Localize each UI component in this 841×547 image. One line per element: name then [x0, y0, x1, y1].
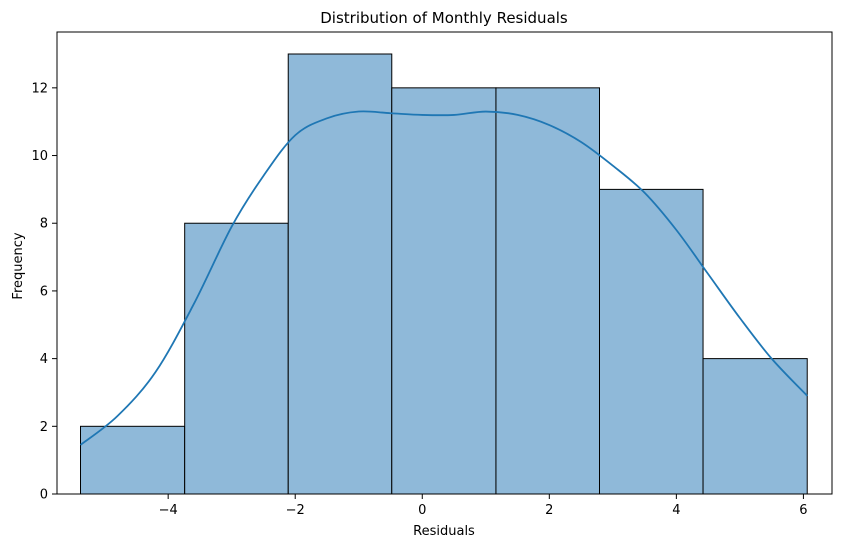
x-tick-label: −4 [159, 503, 178, 518]
histogram-bar [80, 425, 186, 495]
y-tick-label: 2 [40, 420, 48, 435]
x-tick-label: −2 [286, 503, 305, 518]
histogram-bar [599, 188, 704, 495]
x-tick-label: 0 [418, 503, 426, 518]
y-axis-ticks: 0 2 4 6 8 10 12 [31, 81, 57, 503]
x-tick-label: 4 [672, 503, 680, 518]
chart-title: Distribution of Monthly Residuals [320, 9, 568, 27]
x-tick-label: 6 [799, 503, 807, 518]
density-curve [79, 110, 808, 446]
histogram-bar [495, 87, 601, 495]
y-tick-label: 0 [40, 488, 48, 503]
histogram-bar [391, 87, 497, 495]
x-axis-ticks: −4 −2 0 2 4 6 [159, 494, 808, 518]
axes-frame [56, 31, 833, 495]
histogram-bars [80, 53, 808, 495]
y-tick-label: 4 [40, 352, 48, 367]
x-tick-label: 2 [545, 503, 553, 518]
y-tick-label: 8 [40, 217, 48, 232]
y-tick-label: 6 [40, 284, 48, 299]
y-axis-label: Frequency [11, 232, 26, 299]
histogram-bar [702, 358, 808, 495]
y-tick-label: 10 [31, 149, 48, 164]
y-tick-label: 12 [31, 81, 48, 96]
histogram-bar [184, 222, 289, 495]
x-axis-label: Residuals [413, 524, 475, 539]
histogram-bar [287, 53, 393, 495]
